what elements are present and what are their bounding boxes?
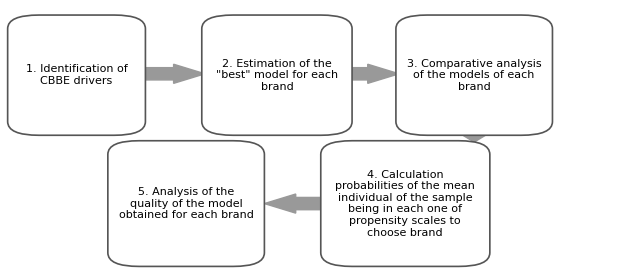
Text: 2. Estimation of the
"best" model for each
brand: 2. Estimation of the "best" model for ea… [216, 59, 338, 92]
FancyArrow shape [454, 130, 494, 142]
FancyBboxPatch shape [202, 15, 352, 135]
FancyBboxPatch shape [108, 141, 264, 266]
FancyArrow shape [351, 64, 399, 83]
Text: 5. Analysis of the
quality of the model
obtained for each brand: 5. Analysis of the quality of the model … [119, 187, 253, 220]
FancyBboxPatch shape [396, 15, 552, 135]
FancyArrow shape [264, 194, 324, 213]
Text: 3. Comparative analysis
of the models of each
brand: 3. Comparative analysis of the models of… [407, 59, 542, 92]
FancyBboxPatch shape [321, 141, 490, 266]
Text: 1. Identification of
CBBE drivers: 1. Identification of CBBE drivers [26, 64, 128, 86]
FancyArrow shape [142, 64, 205, 83]
FancyBboxPatch shape [8, 15, 145, 135]
Text: 4. Calculation
probabilities of the mean
individual of the sample
being in each : 4. Calculation probabilities of the mean… [335, 169, 476, 238]
